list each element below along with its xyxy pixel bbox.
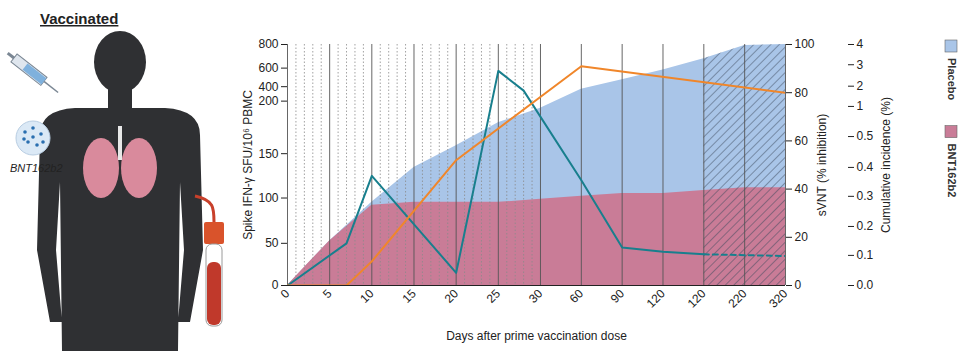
svg-text:Cumulative incidence (%): Cumulative incidence (%)	[879, 97, 893, 233]
svg-text:100: 100	[795, 37, 815, 51]
svg-text:0: 0	[795, 278, 802, 292]
svg-text:10: 10	[357, 286, 377, 306]
svg-text:60: 60	[567, 286, 587, 306]
svg-text:5: 5	[320, 286, 335, 301]
svg-text:80: 80	[795, 86, 809, 100]
svg-text:15: 15	[399, 286, 419, 306]
svg-text:25: 25	[484, 286, 504, 306]
svg-text:4: 4	[857, 37, 864, 51]
svg-text:60: 60	[795, 134, 809, 148]
svg-text:2: 2	[857, 79, 864, 93]
svg-text:200: 200	[258, 94, 278, 108]
svg-text:Placebo: Placebo	[946, 58, 958, 100]
svg-text:0.0: 0.0	[857, 278, 874, 292]
svg-text:20: 20	[795, 230, 809, 244]
svg-text:600: 600	[258, 61, 278, 75]
svg-text:0: 0	[271, 278, 279, 293]
svg-text:30: 30	[526, 286, 546, 306]
svg-text:20: 20	[442, 286, 462, 306]
svg-text:Vaccinated: Vaccinated	[40, 10, 118, 27]
svg-text:800: 800	[258, 37, 278, 51]
svg-text:Days after prime vaccination d: Days after prime vaccination dose	[446, 329, 627, 343]
svg-text:220: 220	[725, 286, 749, 310]
svg-text:50: 50	[265, 236, 279, 250]
svg-text:120: 120	[685, 286, 709, 310]
svg-text:150: 150	[258, 147, 278, 161]
svg-text:3: 3	[857, 58, 864, 72]
svg-text:0: 0	[278, 286, 293, 301]
svg-text:90: 90	[608, 286, 628, 306]
svg-text:BNT162b2: BNT162b2	[946, 144, 958, 198]
svg-text:1: 1	[857, 99, 864, 113]
svg-text:0.4: 0.4	[857, 160, 874, 174]
svg-text:120: 120	[644, 286, 668, 310]
svg-text:sVNT (% inhibition): sVNT (% inhibition)	[815, 114, 829, 216]
svg-text:100: 100	[258, 191, 278, 205]
svg-text:40: 40	[795, 182, 809, 196]
svg-text:Spike IFN-γ SFU/10⁶ PBMC: Spike IFN-γ SFU/10⁶ PBMC	[241, 90, 255, 240]
svg-text:0.1: 0.1	[857, 248, 874, 262]
svg-text:400: 400	[258, 80, 278, 94]
svg-text:0.2: 0.2	[857, 219, 874, 233]
svg-text:0.3: 0.3	[857, 189, 874, 203]
svg-text:320: 320	[766, 286, 790, 310]
svg-text:0.5: 0.5	[857, 129, 874, 143]
svg-text:BNT162b2: BNT162b2	[10, 162, 63, 174]
